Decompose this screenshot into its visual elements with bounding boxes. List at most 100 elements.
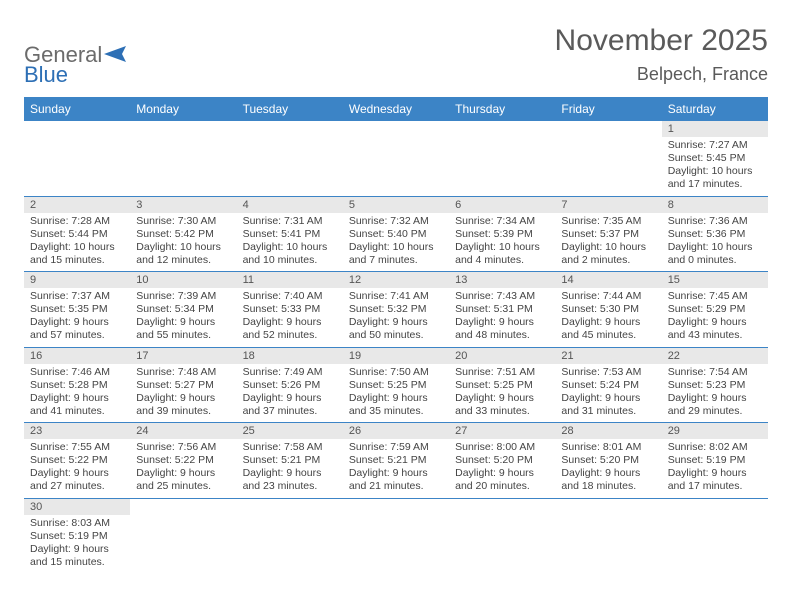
day-detail-line: Sunset: 5:40 PM bbox=[349, 228, 443, 241]
day-detail-line: Daylight: 9 hours bbox=[455, 392, 549, 405]
day-detail-line: and 50 minutes. bbox=[349, 329, 443, 342]
day-number: 3 bbox=[130, 197, 236, 213]
day-detail-line: and 35 minutes. bbox=[349, 405, 443, 418]
day-detail-line: Sunset: 5:19 PM bbox=[30, 530, 124, 543]
day-detail-line: Sunset: 5:41 PM bbox=[243, 228, 337, 241]
calendar-cell: 24Sunrise: 7:56 AMSunset: 5:22 PMDayligh… bbox=[130, 423, 236, 499]
day-detail-line: Daylight: 9 hours bbox=[668, 392, 762, 405]
day-details: Sunrise: 7:30 AMSunset: 5:42 PMDaylight:… bbox=[130, 213, 236, 272]
day-detail-line: Sunset: 5:21 PM bbox=[243, 454, 337, 467]
calendar-cell: 6Sunrise: 7:34 AMSunset: 5:39 PMDaylight… bbox=[449, 196, 555, 272]
day-detail-line: Sunset: 5:23 PM bbox=[668, 379, 762, 392]
day-detail-line: Daylight: 10 hours bbox=[561, 241, 655, 254]
day-detail-line: Sunrise: 7:45 AM bbox=[668, 290, 762, 303]
day-detail-line: Daylight: 9 hours bbox=[561, 392, 655, 405]
day-details: Sunrise: 8:03 AMSunset: 5:19 PMDaylight:… bbox=[24, 515, 130, 574]
day-detail-line: Sunrise: 7:53 AM bbox=[561, 366, 655, 379]
calendar-cell bbox=[130, 121, 236, 196]
day-detail-line: and 15 minutes. bbox=[30, 556, 124, 569]
day-detail-line: and 15 minutes. bbox=[30, 254, 124, 267]
day-details: Sunrise: 7:48 AMSunset: 5:27 PMDaylight:… bbox=[130, 364, 236, 423]
day-detail-line: Daylight: 9 hours bbox=[349, 467, 443, 480]
day-detail-line: Sunrise: 7:48 AM bbox=[136, 366, 230, 379]
calendar-cell bbox=[237, 121, 343, 196]
day-number: 23 bbox=[24, 423, 130, 439]
day-number: 16 bbox=[24, 348, 130, 364]
day-detail-line: Sunset: 5:29 PM bbox=[668, 303, 762, 316]
day-detail-line: Daylight: 9 hours bbox=[243, 392, 337, 405]
calendar-cell: 1Sunrise: 7:27 AMSunset: 5:45 PMDaylight… bbox=[662, 121, 768, 196]
day-detail-line: Daylight: 9 hours bbox=[136, 467, 230, 480]
day-detail-line: Daylight: 9 hours bbox=[668, 316, 762, 329]
day-detail-line: Sunset: 5:32 PM bbox=[349, 303, 443, 316]
day-detail-line: Sunset: 5:19 PM bbox=[668, 454, 762, 467]
weekday-header-row: Sunday Monday Tuesday Wednesday Thursday… bbox=[24, 97, 768, 121]
day-detail-line: Sunset: 5:33 PM bbox=[243, 303, 337, 316]
calendar-cell: 13Sunrise: 7:43 AMSunset: 5:31 PMDayligh… bbox=[449, 272, 555, 348]
day-details: Sunrise: 7:44 AMSunset: 5:30 PMDaylight:… bbox=[555, 288, 661, 347]
day-number: 27 bbox=[449, 423, 555, 439]
day-detail-line: Sunset: 5:24 PM bbox=[561, 379, 655, 392]
day-details: Sunrise: 7:45 AMSunset: 5:29 PMDaylight:… bbox=[662, 288, 768, 347]
day-detail-line: Daylight: 9 hours bbox=[668, 467, 762, 480]
calendar-cell: 17Sunrise: 7:48 AMSunset: 5:27 PMDayligh… bbox=[130, 347, 236, 423]
day-detail-line: Sunset: 5:36 PM bbox=[668, 228, 762, 241]
day-detail-line: Daylight: 10 hours bbox=[455, 241, 549, 254]
day-details: Sunrise: 7:49 AMSunset: 5:26 PMDaylight:… bbox=[237, 364, 343, 423]
day-number: 6 bbox=[449, 197, 555, 213]
day-detail-line: Sunrise: 7:49 AM bbox=[243, 366, 337, 379]
calendar-cell: 18Sunrise: 7:49 AMSunset: 5:26 PMDayligh… bbox=[237, 347, 343, 423]
day-details: Sunrise: 7:31 AMSunset: 5:41 PMDaylight:… bbox=[237, 213, 343, 272]
day-detail-line: Sunrise: 8:00 AM bbox=[455, 441, 549, 454]
col-friday: Friday bbox=[555, 97, 661, 121]
calendar-table: Sunday Monday Tuesday Wednesday Thursday… bbox=[24, 97, 768, 573]
calendar-cell bbox=[449, 498, 555, 573]
day-detail-line: Sunset: 5:42 PM bbox=[136, 228, 230, 241]
day-details: Sunrise: 7:34 AMSunset: 5:39 PMDaylight:… bbox=[449, 213, 555, 272]
day-detail-line: Sunset: 5:34 PM bbox=[136, 303, 230, 316]
day-number: 29 bbox=[662, 423, 768, 439]
day-detail-line: Sunrise: 8:02 AM bbox=[668, 441, 762, 454]
day-number: 1 bbox=[662, 121, 768, 137]
day-detail-line: Sunrise: 7:27 AM bbox=[668, 139, 762, 152]
day-detail-line: Sunrise: 7:46 AM bbox=[30, 366, 124, 379]
calendar-cell bbox=[130, 498, 236, 573]
calendar-cell: 26Sunrise: 7:59 AMSunset: 5:21 PMDayligh… bbox=[343, 423, 449, 499]
day-details: Sunrise: 7:55 AMSunset: 5:22 PMDaylight:… bbox=[24, 439, 130, 498]
day-detail-line: Daylight: 10 hours bbox=[136, 241, 230, 254]
col-thursday: Thursday bbox=[449, 97, 555, 121]
day-number: 9 bbox=[24, 272, 130, 288]
day-detail-line: and 23 minutes. bbox=[243, 480, 337, 493]
calendar-cell: 4Sunrise: 7:31 AMSunset: 5:41 PMDaylight… bbox=[237, 196, 343, 272]
day-details: Sunrise: 8:01 AMSunset: 5:20 PMDaylight:… bbox=[555, 439, 661, 498]
day-detail-line: Daylight: 10 hours bbox=[243, 241, 337, 254]
day-number: 5 bbox=[343, 197, 449, 213]
day-detail-line: Sunset: 5:20 PM bbox=[561, 454, 655, 467]
day-detail-line: Sunset: 5:20 PM bbox=[455, 454, 549, 467]
day-detail-line: and 41 minutes. bbox=[30, 405, 124, 418]
day-detail-line: and 52 minutes. bbox=[243, 329, 337, 342]
calendar-cell bbox=[555, 121, 661, 196]
month-title: November 2025 bbox=[555, 24, 768, 58]
day-details: Sunrise: 8:02 AMSunset: 5:19 PMDaylight:… bbox=[662, 439, 768, 498]
day-details: Sunrise: 7:46 AMSunset: 5:28 PMDaylight:… bbox=[24, 364, 130, 423]
day-detail-line: Sunrise: 7:34 AM bbox=[455, 215, 549, 228]
day-number: 8 bbox=[662, 197, 768, 213]
day-number: 19 bbox=[343, 348, 449, 364]
day-detail-line: Sunset: 5:22 PM bbox=[30, 454, 124, 467]
day-detail-line: Sunrise: 8:03 AM bbox=[30, 517, 124, 530]
calendar-cell: 11Sunrise: 7:40 AMSunset: 5:33 PMDayligh… bbox=[237, 272, 343, 348]
day-detail-line: Sunset: 5:27 PM bbox=[136, 379, 230, 392]
calendar-cell: 21Sunrise: 7:53 AMSunset: 5:24 PMDayligh… bbox=[555, 347, 661, 423]
calendar-cell: 16Sunrise: 7:46 AMSunset: 5:28 PMDayligh… bbox=[24, 347, 130, 423]
calendar-cell: 12Sunrise: 7:41 AMSunset: 5:32 PMDayligh… bbox=[343, 272, 449, 348]
day-details: Sunrise: 7:50 AMSunset: 5:25 PMDaylight:… bbox=[343, 364, 449, 423]
day-detail-line: Sunrise: 8:01 AM bbox=[561, 441, 655, 454]
day-detail-line: Sunset: 5:21 PM bbox=[349, 454, 443, 467]
day-detail-line: and 17 minutes. bbox=[668, 480, 762, 493]
calendar-cell: 27Sunrise: 8:00 AMSunset: 5:20 PMDayligh… bbox=[449, 423, 555, 499]
day-detail-line: Daylight: 9 hours bbox=[30, 543, 124, 556]
calendar-cell bbox=[662, 498, 768, 573]
day-number: 11 bbox=[237, 272, 343, 288]
day-number: 2 bbox=[24, 197, 130, 213]
